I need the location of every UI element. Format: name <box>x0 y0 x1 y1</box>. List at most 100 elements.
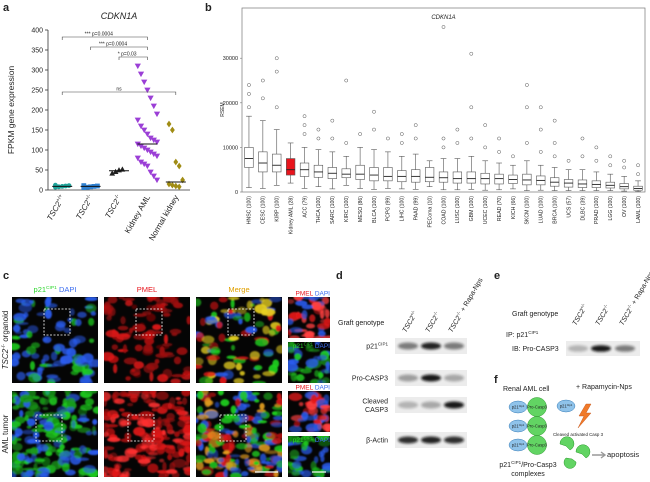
cell <box>165 446 176 454</box>
inset-outline <box>35 414 63 442</box>
protein-label: p21Cip1​ <box>512 442 525 448</box>
row-label: Pro-CASP3 <box>352 376 388 383</box>
inset-label: p21CIP1​ DAPI <box>293 435 330 444</box>
cell <box>246 436 251 444</box>
cell <box>316 414 327 421</box>
cell <box>19 409 24 417</box>
outlier <box>247 92 251 96</box>
cell <box>313 422 322 432</box>
x-tick-label: PCPG (99) <box>386 196 392 222</box>
cell <box>118 418 127 428</box>
x-tick-label: PAAD (99) <box>414 196 420 221</box>
significance-bracket <box>61 91 177 95</box>
cell <box>292 460 302 469</box>
cell <box>311 438 317 443</box>
x-tick-label: COAD (100) <box>441 196 447 225</box>
cell <box>116 332 131 341</box>
box <box>272 153 282 173</box>
cell <box>231 344 236 351</box>
cell <box>36 424 44 428</box>
cell <box>167 454 173 461</box>
p21-protein <box>508 419 528 433</box>
cell <box>208 392 217 398</box>
cell <box>66 397 76 408</box>
cell <box>227 309 234 315</box>
cell <box>271 437 282 445</box>
cell <box>34 458 46 462</box>
cell <box>294 345 300 351</box>
cell <box>84 391 98 394</box>
cell <box>262 325 270 335</box>
cell <box>196 414 209 420</box>
cell <box>264 450 279 455</box>
text-segment: TSC2 <box>619 308 634 327</box>
pro-casp3-protein <box>527 435 547 455</box>
row-label: CASP3 <box>365 407 388 414</box>
complex-label: p21CIP1​/Pro-Casp3 <box>499 460 556 469</box>
cell <box>14 331 23 335</box>
outlier <box>608 163 613 168</box>
cell <box>63 327 72 334</box>
outlier <box>441 25 446 29</box>
text-segment: p21 <box>560 404 568 409</box>
data-point <box>176 183 182 191</box>
box <box>438 171 449 183</box>
cell <box>266 457 271 462</box>
cell <box>75 318 82 327</box>
complex-label: complexes <box>511 471 545 478</box>
cells <box>196 297 282 383</box>
cell <box>82 368 94 376</box>
cell <box>182 397 188 406</box>
cell <box>235 458 240 465</box>
cell <box>71 420 76 429</box>
cell <box>117 325 129 331</box>
cell <box>107 297 118 304</box>
text-segment: TSC2 <box>402 315 417 334</box>
superscript: CIP1 <box>528 330 539 335</box>
cell <box>291 471 301 476</box>
outlier <box>538 105 543 110</box>
cell <box>38 444 49 452</box>
data-point <box>119 166 126 172</box>
superscript: CIP1 <box>378 342 389 347</box>
inset-outline <box>227 308 255 336</box>
cell <box>133 426 146 436</box>
cell <box>288 335 301 338</box>
text-segment: DAPI <box>57 285 77 294</box>
cell <box>218 333 226 343</box>
cell <box>297 418 306 423</box>
cell <box>163 334 169 344</box>
cell <box>119 473 129 477</box>
cell <box>301 436 309 439</box>
apoptosis-label: apoptosis <box>607 450 639 459</box>
inset-outline <box>135 308 163 336</box>
inset-outline <box>43 308 71 336</box>
cell <box>60 358 66 365</box>
outlier <box>552 154 557 159</box>
cell <box>35 472 48 477</box>
cell <box>249 350 261 360</box>
cell <box>104 351 115 362</box>
panel-label: b <box>205 2 212 14</box>
micrograph <box>288 391 330 432</box>
cell <box>155 449 165 456</box>
inset-label: p21CIP1​ DAPI <box>293 341 330 350</box>
outlier <box>247 105 251 110</box>
cell <box>196 454 206 462</box>
superscript: -/- <box>626 303 633 310</box>
cell <box>157 374 169 383</box>
cell <box>258 444 271 452</box>
cell <box>259 402 265 410</box>
cell <box>104 449 108 459</box>
cell <box>270 422 282 428</box>
micrograph <box>104 297 190 383</box>
cell <box>141 331 153 340</box>
cell <box>26 345 37 355</box>
cell <box>65 392 70 397</box>
cell <box>316 305 327 313</box>
cell <box>55 320 66 328</box>
cell <box>137 458 151 465</box>
x-tick-label: SKCM (100) <box>525 196 531 225</box>
cell <box>318 372 324 379</box>
cell <box>238 318 243 325</box>
